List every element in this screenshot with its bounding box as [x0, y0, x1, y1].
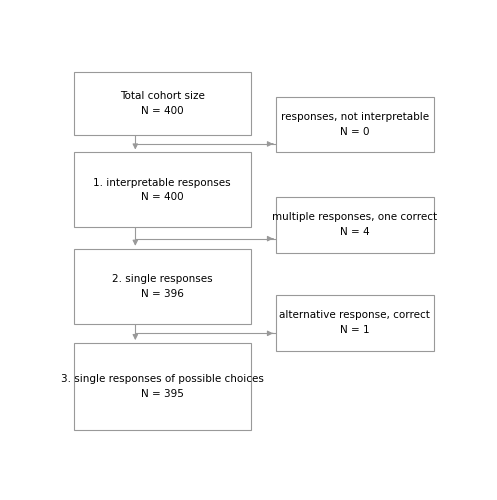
FancyBboxPatch shape [74, 152, 251, 228]
Text: Total cohort size
N = 400: Total cohort size N = 400 [120, 91, 205, 116]
FancyBboxPatch shape [276, 196, 434, 252]
FancyBboxPatch shape [74, 248, 251, 324]
FancyBboxPatch shape [276, 96, 434, 152]
Text: responses, not interpretable
N = 0: responses, not interpretable N = 0 [281, 112, 429, 137]
Text: 1. interpretable responses
N = 400: 1. interpretable responses N = 400 [93, 178, 231, 203]
Text: 2. single responses
N = 396: 2. single responses N = 396 [112, 274, 213, 298]
FancyBboxPatch shape [74, 343, 251, 430]
FancyBboxPatch shape [276, 295, 434, 350]
FancyBboxPatch shape [74, 72, 251, 135]
Text: alternative response, correct
N = 1: alternative response, correct N = 1 [279, 310, 430, 335]
Text: 3. single responses of possible choices
N = 395: 3. single responses of possible choices … [61, 374, 264, 398]
Text: multiple responses, one correct
N = 4: multiple responses, one correct N = 4 [272, 212, 437, 237]
